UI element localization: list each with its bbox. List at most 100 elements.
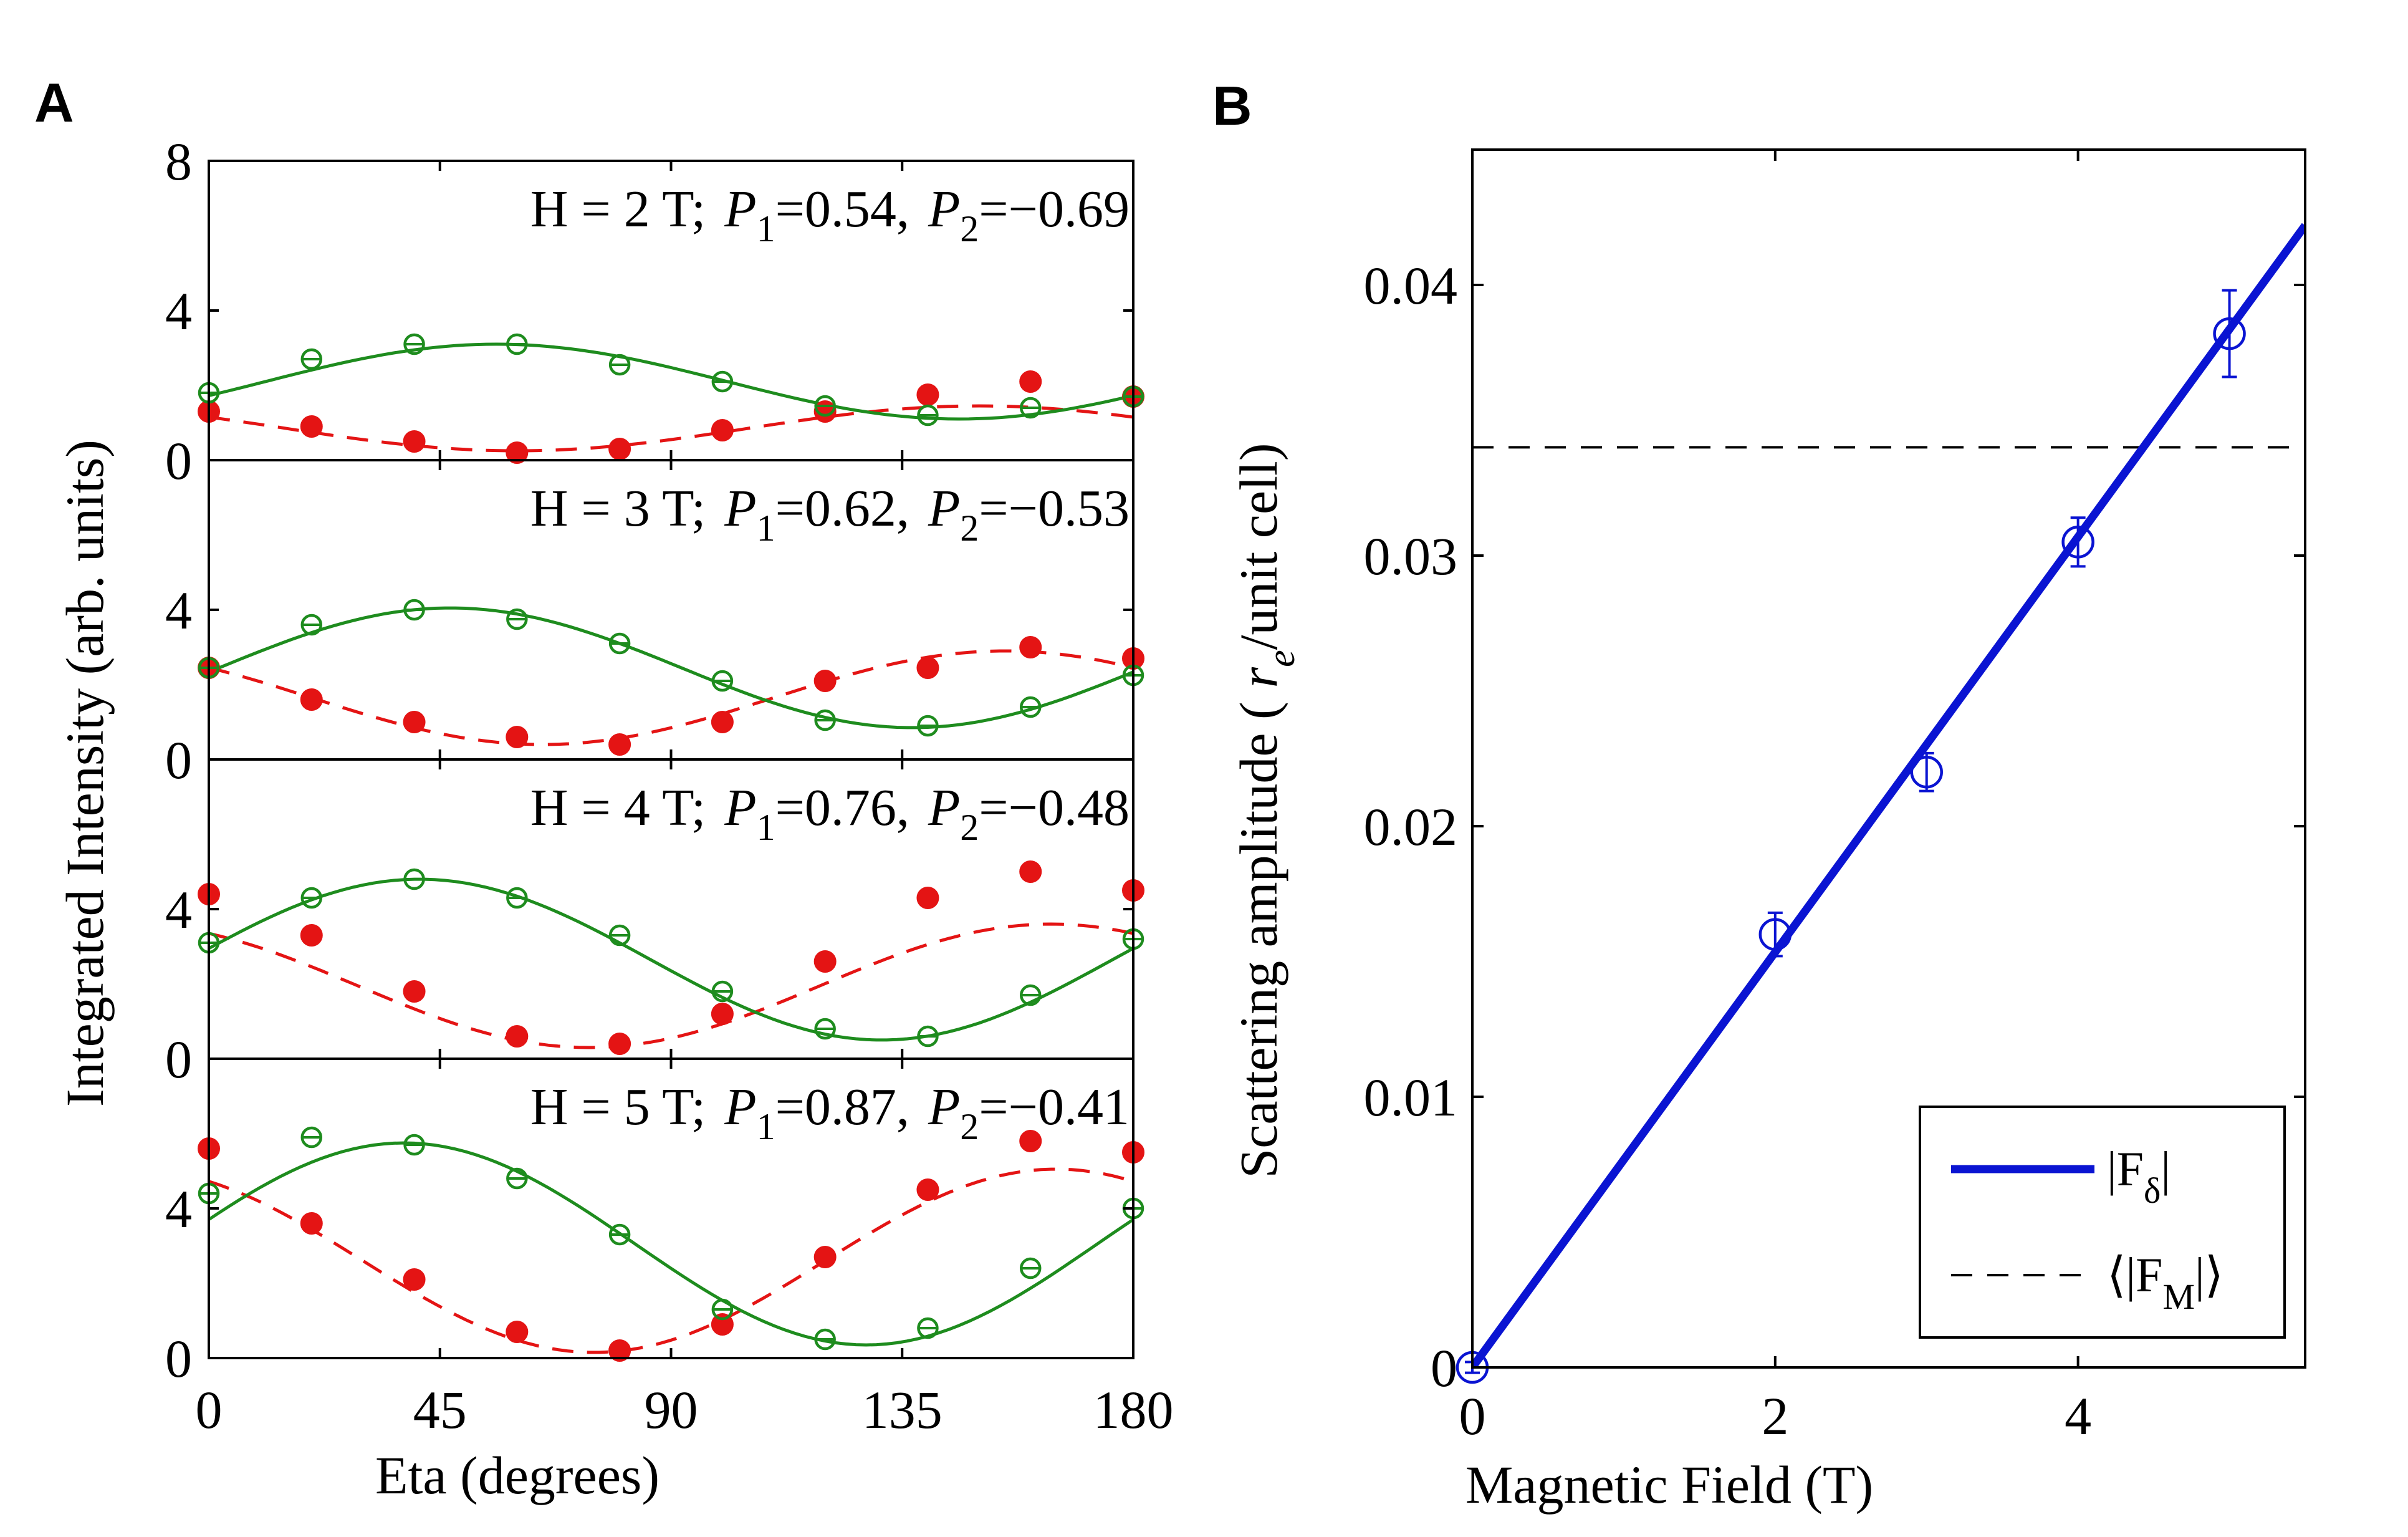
y-tick-label: 4 bbox=[165, 880, 192, 940]
y-tick-label: 4 bbox=[165, 581, 192, 640]
y-tick-label: 8 bbox=[165, 132, 192, 191]
annotation-p2-value: =−0.53 bbox=[979, 479, 1130, 537]
b-data-point-2 bbox=[1910, 751, 1943, 793]
b-data-marker bbox=[1758, 918, 1792, 951]
panel-b-y-label-rest: /unit cell) bbox=[1229, 443, 1288, 650]
b-y-tick-label: 0.04 bbox=[1364, 256, 1458, 316]
panel-b-y-tick-labels: 0 0.01 0.02 0.03 0.04 bbox=[1364, 256, 1458, 1398]
annotation-p1-name: P bbox=[724, 479, 756, 537]
annotation-p1-value: =0.76, bbox=[775, 779, 909, 837]
red-point bbox=[506, 1025, 529, 1048]
red-fit-curve-2 bbox=[208, 649, 1134, 746]
red-point bbox=[813, 1246, 837, 1268]
red-point bbox=[916, 887, 939, 909]
red-point bbox=[711, 1313, 734, 1336]
panel-b-y-axis-label: Scattering amplitude (re/unit cell) bbox=[1229, 443, 1303, 1178]
panel-b: 0 0.01 0.02 0.03 0.04 0 2 4 Magnetic Field (T)… bbox=[1229, 148, 2306, 1515]
red-point bbox=[608, 1339, 631, 1362]
red-point bbox=[711, 419, 734, 441]
panel-b-legend: |Fδ| ⟨|FM|⟩ bbox=[1919, 1106, 2286, 1339]
subplot-1: H = 2 T; P1=0.54, P2=−0.69 bbox=[198, 180, 1144, 464]
red-point bbox=[403, 430, 426, 453]
b-data-marker bbox=[2213, 317, 2246, 350]
red-point bbox=[711, 1003, 734, 1025]
panel-b-y-label-r: r bbox=[1229, 667, 1288, 688]
red-fit-curve-1 bbox=[208, 404, 1134, 453]
y-tick-label: 0 bbox=[165, 431, 192, 491]
legend-label-f-delta-end: | bbox=[2161, 1142, 2171, 1196]
b-y-tick-label: 0.02 bbox=[1364, 797, 1458, 857]
annotation-p2-name: P bbox=[928, 1078, 960, 1136]
red-fit-curve-4 bbox=[208, 1167, 1134, 1354]
legend-label-f-delta-sub: δ bbox=[2144, 1170, 2161, 1211]
red-point bbox=[506, 441, 529, 464]
annotation-p1-value: =0.87, bbox=[775, 1078, 909, 1136]
red-fit-curve-3 bbox=[208, 922, 1134, 1049]
subplot-3: H = 4 T; P1=0.76, P2=−0.48 bbox=[198, 779, 1144, 1055]
red-point bbox=[608, 438, 631, 460]
green-fit-curve-1 bbox=[208, 342, 1134, 421]
b-data-point-3 bbox=[2061, 516, 2094, 568]
red-point bbox=[608, 733, 631, 756]
red-point bbox=[916, 657, 939, 679]
green-fit-curve-4 bbox=[208, 1141, 1134, 1347]
subplot-4: H = 5 T; P1=0.87, P2=−0.41 bbox=[198, 1078, 1144, 1362]
y-tick-label: 0 bbox=[165, 1329, 192, 1389]
b-data-marker bbox=[1910, 755, 1943, 789]
annotation-field: H = 3 T; bbox=[530, 479, 706, 537]
green-fit-curve-3 bbox=[208, 877, 1134, 1042]
annotation-p2-sub: 2 bbox=[960, 508, 979, 549]
red-point bbox=[813, 950, 837, 973]
x-tick-label: 135 bbox=[862, 1380, 943, 1440]
panel-a-x-tick-labels: 0 45 90 135 180 bbox=[196, 1380, 1174, 1440]
red-point bbox=[403, 711, 426, 733]
panel-b-plot-area bbox=[1456, 223, 2305, 1384]
x-tick-label: 90 bbox=[645, 1380, 698, 1440]
legend-box bbox=[1919, 1106, 2286, 1339]
legend-label-f-delta: |Fδ| bbox=[2107, 1142, 2171, 1211]
red-point bbox=[608, 1033, 631, 1055]
b-y-tick-label: 0.01 bbox=[1364, 1067, 1458, 1127]
annotation-p1-sub: 1 bbox=[757, 508, 775, 549]
annotation-p2-sub: 2 bbox=[960, 1106, 979, 1147]
panel-b-x-axis-label: Magnetic Field (T) bbox=[1465, 1455, 1873, 1515]
annotation-p1-value: =0.54, bbox=[775, 180, 909, 238]
annotation-p1-name: P bbox=[724, 1078, 756, 1136]
b-data-marker bbox=[2061, 526, 2094, 559]
b-y-tick-label: 0 bbox=[1431, 1338, 1457, 1398]
annotation-p2-sub: 2 bbox=[960, 807, 979, 848]
green-fit-curve-2 bbox=[208, 606, 1134, 730]
subplot-annotation-3: H = 4 T; P1=0.76, P2=−0.48 bbox=[530, 779, 1130, 848]
panel-b-y-label-main: Scattering amplitude ( bbox=[1229, 701, 1288, 1178]
red-point bbox=[1019, 860, 1042, 883]
b-data-point-4 bbox=[2213, 289, 2246, 378]
x-tick-label: 0 bbox=[196, 1380, 223, 1440]
red-point bbox=[403, 980, 426, 1003]
red-point bbox=[711, 711, 734, 733]
red-point bbox=[403, 1268, 426, 1291]
y-tick-label: 0 bbox=[165, 1029, 192, 1089]
annotation-p2-value: =−0.69 bbox=[979, 180, 1130, 238]
legend-label-mean-fm: ⟨|FM|⟩ bbox=[2107, 1248, 2223, 1317]
panel-a-y-axis-label: Integrated Intensity (arb. units) bbox=[55, 440, 115, 1107]
legend-label-mean-fm-main: ⟨|F bbox=[2107, 1248, 2162, 1302]
panel-b-label: B bbox=[1212, 75, 1252, 137]
x-tick-label: 180 bbox=[1093, 1380, 1174, 1440]
b-x-tick-label: 2 bbox=[1762, 1386, 1788, 1446]
panel-b-frame bbox=[1471, 148, 2306, 1369]
legend-label-f-delta-main: |F bbox=[2107, 1142, 2144, 1196]
panel-a-y-tick-labels: 0 4 8 0 4 0 4 0 4 bbox=[165, 132, 192, 1389]
annotation-p1-name: P bbox=[724, 779, 756, 837]
y-tick-label: 4 bbox=[165, 281, 192, 341]
annotation-p2-sub: 2 bbox=[960, 208, 979, 249]
subplot-annotation-4: H = 5 T; P1=0.87, P2=−0.41 bbox=[530, 1078, 1130, 1147]
red-point bbox=[916, 383, 939, 406]
red-point bbox=[813, 670, 837, 692]
annotation-field: H = 4 T; bbox=[530, 779, 706, 837]
annotation-p1-sub: 1 bbox=[757, 1106, 775, 1147]
red-point bbox=[506, 1321, 529, 1343]
y-tick-label: 0 bbox=[165, 730, 192, 790]
panel-b-x-tick-labels: 0 2 4 bbox=[1459, 1386, 2092, 1446]
red-point bbox=[1019, 1130, 1042, 1152]
